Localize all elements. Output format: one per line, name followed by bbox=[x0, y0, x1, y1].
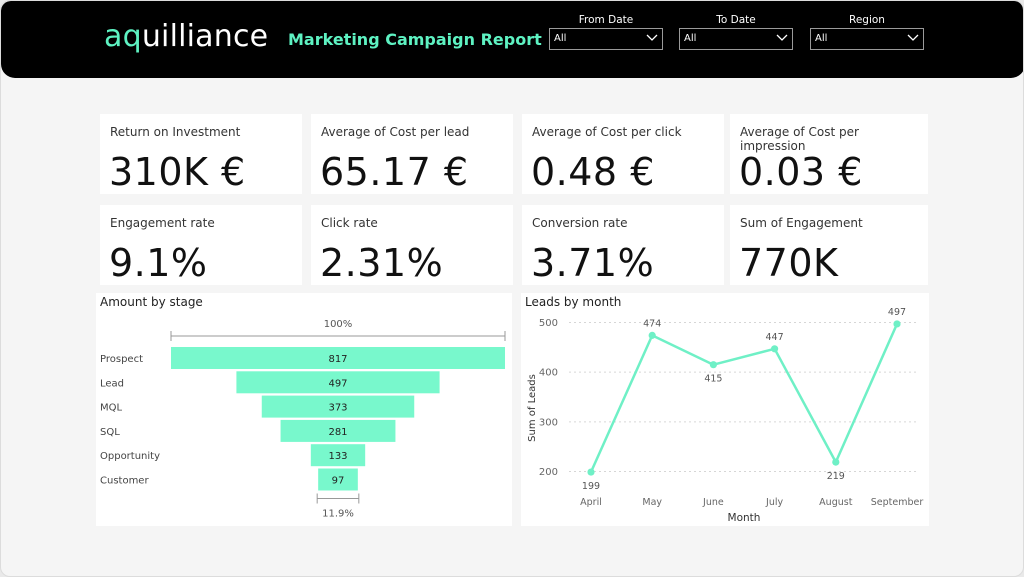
kpi-label: Average of Cost per lead bbox=[321, 125, 470, 139]
filter-label: To Date bbox=[716, 14, 756, 26]
kpi-card-cost-per-click[interactable]: Average of Cost per click 0.48 € bbox=[522, 114, 724, 194]
chart-title: Amount by stage bbox=[100, 295, 203, 309]
data-point bbox=[893, 320, 901, 328]
y-tick-label: 300 bbox=[539, 417, 558, 428]
kpi-card-sum-engagement[interactable]: Sum of Engagement 770K bbox=[730, 205, 928, 285]
filter-region: Region All bbox=[810, 14, 924, 50]
funnel-value-label: 373 bbox=[328, 403, 347, 414]
kpi-card-cost-per-lead[interactable]: Average of Cost per lead 65.17 € bbox=[311, 114, 513, 194]
kpi-label: Return on Investment bbox=[110, 125, 241, 139]
filter-to-date: To Date All bbox=[679, 14, 793, 50]
kpi-value: 2.31% bbox=[320, 241, 444, 285]
region-select[interactable]: All bbox=[810, 28, 924, 50]
funnel-category-label: MQL bbox=[100, 403, 122, 414]
kpi-label: Click rate bbox=[321, 216, 378, 230]
data-point bbox=[709, 361, 717, 369]
chevron-down-icon bbox=[907, 34, 919, 41]
kpi-label: Engagement rate bbox=[110, 216, 215, 230]
funnel-category-label: Opportunity bbox=[100, 451, 160, 462]
kpi-card-engagement-rate[interactable]: Engagement rate 9.1% bbox=[100, 205, 302, 285]
kpi-label: Conversion rate bbox=[532, 216, 628, 230]
data-label: 415 bbox=[704, 374, 722, 385]
kpi-label: Average of Cost per impression bbox=[740, 125, 859, 153]
brand-logo: aquilliance bbox=[104, 19, 269, 54]
chart-title: Leads by month bbox=[525, 295, 622, 309]
data-point bbox=[587, 468, 595, 476]
data-label: 474 bbox=[643, 318, 661, 329]
kpi-card-roi[interactable]: Return on Investment 310K € bbox=[100, 114, 302, 194]
funnel-category-label: Customer bbox=[100, 476, 149, 487]
kpi-value: 310K € bbox=[109, 150, 246, 194]
chevron-down-icon bbox=[646, 34, 658, 41]
data-point bbox=[832, 458, 840, 466]
series-line bbox=[589, 323, 899, 473]
from-date-select[interactable]: All bbox=[549, 28, 663, 50]
kpi-label: Sum of Engagement bbox=[740, 216, 863, 230]
kpi-value: 65.17 € bbox=[320, 150, 469, 194]
kpi-value: 0.48 € bbox=[531, 150, 655, 194]
line-chart-panel[interactable]: Leads by month 200 300 400 500 April May June J… bbox=[521, 293, 929, 526]
data-label: 447 bbox=[766, 332, 784, 343]
page-title: Marketing Campaign Report bbox=[288, 30, 542, 49]
funnel-category-label: SQL bbox=[100, 427, 120, 438]
funnel-chart-panel[interactable]: Amount by stage 100% Prospect 817 Lead 497 MQ… bbox=[96, 293, 512, 526]
data-label: 497 bbox=[888, 307, 906, 318]
y-tick-label: 200 bbox=[539, 467, 558, 478]
filter-label: Region bbox=[849, 14, 885, 26]
kpi-card-conversion-rate[interactable]: Conversion rate 3.71% bbox=[522, 205, 724, 285]
funnel-bar bbox=[280, 419, 396, 442]
funnel-top-label: 100% bbox=[324, 319, 353, 330]
funnel-value-label: 281 bbox=[328, 427, 347, 438]
line-chart: 200 300 400 500 April May June July August Septem… bbox=[527, 307, 924, 524]
kpi-value: 3.71% bbox=[531, 241, 655, 285]
funnel-value-label: 817 bbox=[328, 354, 347, 365]
funnel-value-label: 497 bbox=[328, 378, 347, 389]
funnel-value-label: 133 bbox=[328, 451, 347, 462]
y-axis-label: Sum of Leads bbox=[527, 374, 538, 442]
header-bar: aquilliance Marketing Campaign Report Fr… bbox=[1, 1, 1023, 78]
to-date-select[interactable]: All bbox=[679, 28, 793, 50]
funnel-bar bbox=[310, 444, 366, 467]
filter-from-date: From Date All bbox=[549, 14, 663, 50]
y-tick-label: 500 bbox=[539, 318, 558, 329]
data-label: 199 bbox=[582, 481, 600, 492]
x-tick-label: April bbox=[580, 497, 602, 508]
kpi-value: 0.03 € bbox=[739, 150, 863, 194]
x-tick-label: September bbox=[871, 497, 924, 508]
funnel-category-label: Lead bbox=[100, 378, 124, 389]
x-tick-label: July bbox=[765, 497, 783, 508]
filter-label: From Date bbox=[578, 14, 634, 26]
funnel-bottom-label: 11.9% bbox=[322, 509, 354, 520]
x-tick-label: June bbox=[702, 497, 724, 508]
kpi-card-click-rate[interactable]: Click rate 2.31% bbox=[311, 205, 513, 285]
funnel-category-label: Prospect bbox=[100, 354, 143, 365]
data-point bbox=[771, 345, 779, 353]
data-point bbox=[648, 331, 656, 339]
funnel-bar bbox=[171, 347, 505, 369]
kpi-value: 9.1% bbox=[109, 241, 208, 285]
funnel-chart: 100% Prospect 817 Lead 497 MQL 373 SQL 281 Opport… bbox=[100, 319, 506, 520]
y-tick-label: 400 bbox=[539, 368, 558, 379]
x-tick-label: May bbox=[642, 497, 662, 508]
funnel-bar bbox=[236, 371, 440, 394]
kpi-card-cost-per-impression[interactable]: Average of Cost per impression 0.03 € bbox=[730, 114, 928, 194]
x-axis-label: Month bbox=[728, 512, 761, 524]
funnel-value-label: 97 bbox=[332, 476, 345, 487]
data-label: 219 bbox=[827, 471, 845, 482]
funnel-bar bbox=[261, 395, 415, 418]
x-tick-label: August bbox=[819, 497, 853, 508]
chevron-down-icon bbox=[776, 34, 788, 41]
kpi-label: Average of Cost per click bbox=[532, 125, 682, 139]
kpi-value: 770K bbox=[739, 241, 839, 285]
funnel-bar bbox=[318, 468, 358, 491]
